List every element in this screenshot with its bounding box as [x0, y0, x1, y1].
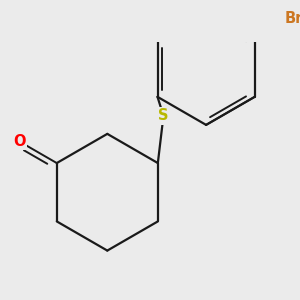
- Text: Br: Br: [284, 11, 300, 26]
- Text: S: S: [158, 108, 169, 123]
- Text: O: O: [14, 134, 26, 149]
